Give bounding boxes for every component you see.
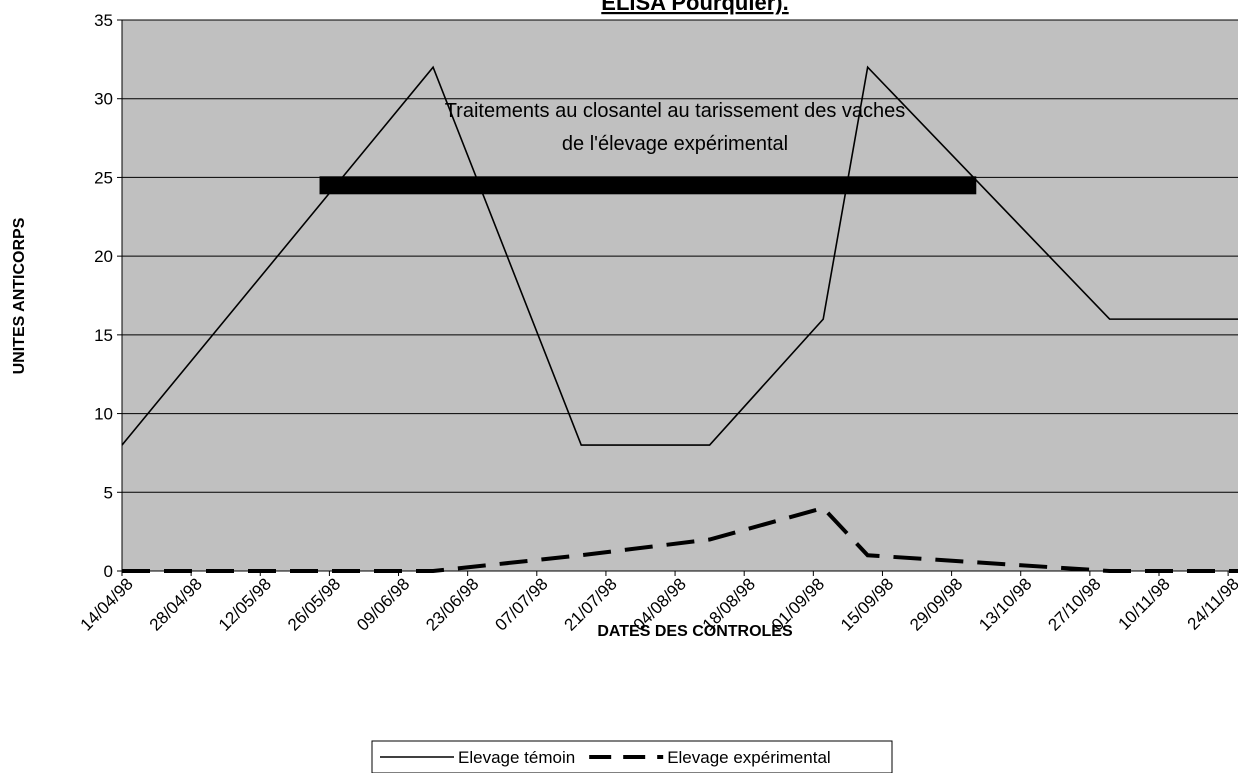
x-tick-label: 24/11/98 bbox=[1184, 574, 1238, 633]
x-tick-label: 09/06/98 bbox=[353, 574, 413, 634]
y-tick-label: 20 bbox=[94, 247, 113, 266]
y-axis-label: UNITES ANTICORPS bbox=[11, 217, 28, 374]
plot-area bbox=[122, 20, 1238, 571]
y-tick-label: 0 bbox=[104, 562, 113, 581]
series-line bbox=[121, 65, 1238, 446]
x-tick-label: 15/09/98 bbox=[837, 574, 897, 634]
x-tick-label: 28/04/98 bbox=[146, 574, 206, 634]
treatment-bar bbox=[319, 176, 977, 195]
x-tick-label: 23/06/98 bbox=[422, 574, 482, 634]
series-line bbox=[122, 505, 1238, 573]
x-tick-label: 13/10/98 bbox=[975, 574, 1035, 634]
x-axis-label: DATES DES CONTROLES bbox=[597, 623, 793, 640]
annotation: Traitements au closantel au tarissement … bbox=[445, 100, 906, 122]
legend-label: Elevage expérimental bbox=[667, 748, 830, 767]
chart-title: ELISA Pourquier). bbox=[601, 0, 788, 15]
x-tick-label: 12/05/98 bbox=[215, 574, 275, 634]
x-tick-label: 10/11/98 bbox=[1114, 574, 1173, 633]
y-tick-label: 35 bbox=[94, 11, 113, 30]
y-tick-label: 30 bbox=[94, 90, 113, 109]
x-tick-label: 01/09/98 bbox=[768, 574, 828, 634]
x-tick-label: 29/09/98 bbox=[906, 574, 966, 634]
y-tick-label: 5 bbox=[104, 483, 113, 502]
y-tick-label: 15 bbox=[94, 326, 113, 345]
legend-label: Elevage témoin bbox=[458, 748, 575, 767]
annotation: de l'élevage expérimental bbox=[562, 133, 788, 155]
legend: Elevage témoin Elevage expérimental bbox=[371, 740, 893, 774]
y-tick-label: 10 bbox=[94, 405, 113, 424]
x-tick-label: 27/10/98 bbox=[1044, 574, 1104, 634]
x-tick-label: 14/04/98 bbox=[77, 574, 137, 634]
x-tick-label: 07/07/98 bbox=[491, 574, 551, 634]
x-tick-label: 26/05/98 bbox=[284, 574, 344, 634]
y-tick-label: 25 bbox=[94, 168, 113, 187]
